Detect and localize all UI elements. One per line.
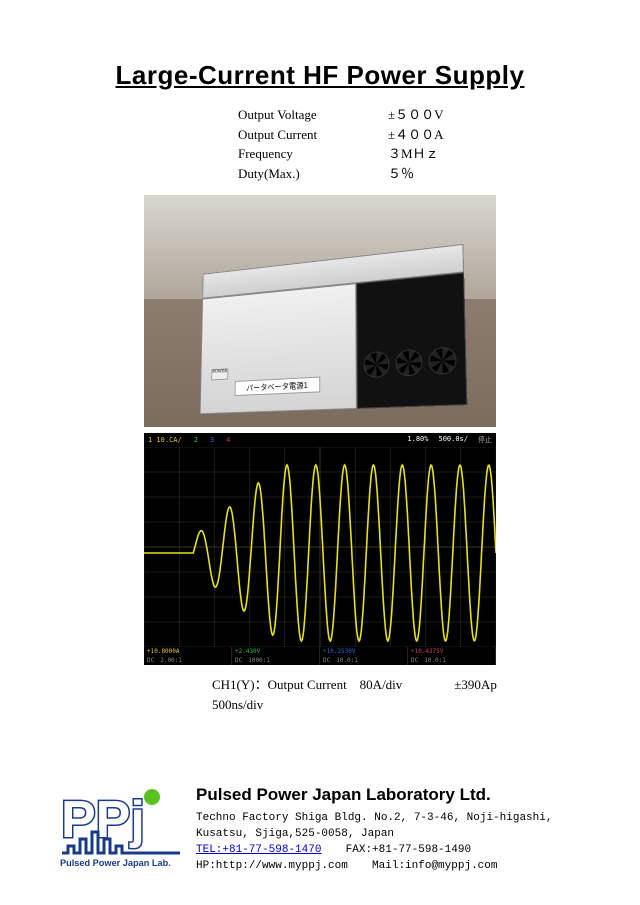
scope-top-label: 2 [194,436,198,444]
spec-value: ３MＨｚ [388,144,439,164]
company-address: Techno Factory Shiga Bldg. No.2, 7-3-46,… [196,811,600,843]
device-photo: POWER パータベータ電源1 [144,195,496,427]
scope-top-label: 3 [210,436,214,444]
scope-top-label: 1.80% [407,435,428,445]
company-name: Pulsed Power Japan Laboratory Ltd. [196,783,600,808]
scope-top-label: 4 [226,436,230,444]
page-title: Large-Current HF Power Supply [60,60,580,91]
spec-row: Duty(Max.)５％ [238,164,580,184]
caption-line: CH1(Y)：Output Current 80A/div ±390Ap [212,675,580,695]
scope-top-label: 1 10.CA/ [148,436,182,444]
spec-label: Frequency [238,144,388,164]
scope-readout: +10.8000ADC 2.00:1 [144,647,232,665]
hp-text: HP:http://www.myppj.com [196,860,348,872]
spec-value: ５％ [388,164,414,184]
scope-top-label: 500.0s/ [438,435,468,445]
svg-text:Pulsed Power Japan Lab.: Pulsed Power Japan Lab. [60,858,171,868]
scope-caption: CH1(Y)：Output Current 80A/div ±390Ap500n… [212,675,580,714]
fax-text: FAX:+81-77-598-1490 [346,844,471,856]
footer: PPjPulsed Power Japan Lab. Pulsed Power … [60,783,600,875]
device-sticker: パータベータ電源1 [235,377,321,396]
caption-line: 500ns/div [212,695,580,715]
power-button-label: POWER [211,368,228,380]
tel-link[interactable]: TEL:+81-77-598-1470 [196,844,321,856]
contact-line: TEL:+81-77-598-1470 FAX:+81-77-598-1490 [196,843,600,859]
scope-top-label: 停止 [478,435,492,445]
spec-row: Output Voltage±５００V [238,105,580,125]
spec-value: ±４００A [388,125,444,145]
spec-label: Output Voltage [238,105,388,125]
spec-label: Duty(Max.) [238,164,388,184]
spec-table: Output Voltage±５００VOutput Current±４００AFr… [238,105,580,183]
scope-readout: +2.430VDC 1000:1 [232,647,320,665]
spec-label: Output Current [238,125,388,145]
spec-row: Output Current±４００A [238,125,580,145]
spec-row: Frequency３MＨｚ [238,144,580,164]
mail-text: Mail:info@myppj.com [372,860,497,872]
web-line: HP:http://www.myppj.com Mail:info@myppj.… [196,859,600,875]
scope-readout: +10.4375VDC 10.0:1 [408,647,496,665]
oscilloscope-screenshot: 1 10.CA/2 3 4 1.80% 500.0s/停止 +10.8000ADC 2.… [144,433,496,665]
company-logo: PPjPulsed Power Japan Lab. [60,783,182,875]
spec-value: ±５００V [388,105,444,125]
scope-readout: +10.2530VDC 10.0:1 [320,647,408,665]
